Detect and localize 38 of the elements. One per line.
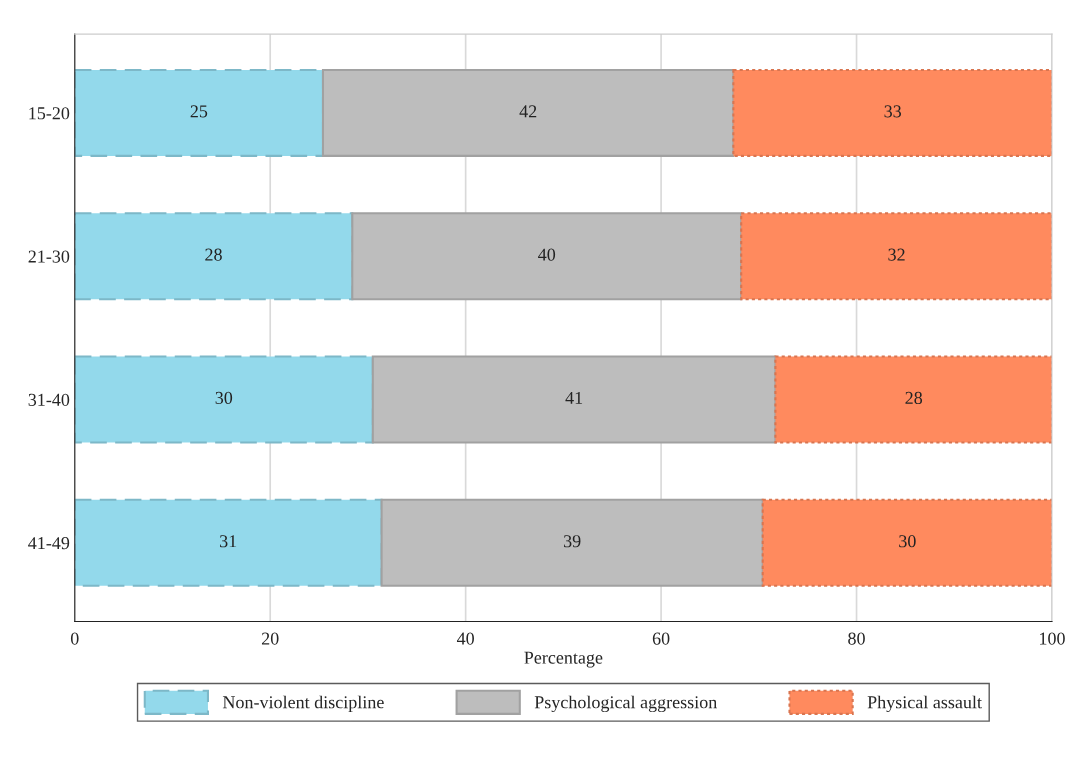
bar xyxy=(74,68,325,157)
x-tick-label: 60 xyxy=(652,632,670,645)
bar xyxy=(774,355,1052,444)
data-label: 28 xyxy=(205,248,222,261)
bar xyxy=(74,355,374,444)
x-tick-label: 100 xyxy=(1040,632,1065,645)
bar xyxy=(321,68,735,157)
data-label: 42 xyxy=(519,105,537,118)
data-label: 30 xyxy=(215,391,233,404)
legend-label: Non-violent discipline xyxy=(222,695,384,713)
x-tick-label: 80 xyxy=(848,632,865,645)
bar xyxy=(740,212,1052,301)
data-label: 30 xyxy=(899,535,916,548)
y-tick-label: 21-30 xyxy=(28,250,70,263)
data-label: 41 xyxy=(565,391,583,404)
data-label: 28 xyxy=(905,391,923,404)
x-tick-label: 0 xyxy=(70,632,79,645)
x-tick-label: 20 xyxy=(261,632,279,645)
y-tick-label: 41-49 xyxy=(28,537,70,550)
x-tick-label: 40 xyxy=(456,632,474,645)
data-label: 39 xyxy=(564,535,581,548)
bar xyxy=(761,498,1052,587)
bar xyxy=(732,68,1052,157)
legend-label: Physical assault xyxy=(867,695,982,713)
data-label: 32 xyxy=(888,248,905,261)
data-label: 33 xyxy=(884,105,902,118)
bar xyxy=(74,498,383,587)
bar xyxy=(380,498,764,587)
data-label: 25 xyxy=(190,105,208,118)
bar xyxy=(74,212,354,301)
bar xyxy=(371,355,777,444)
x-axis-title: Percentage xyxy=(524,651,603,668)
bar xyxy=(351,212,743,301)
y-tick-label: 31-40 xyxy=(28,393,70,406)
y-tick-label: 15-20 xyxy=(29,107,70,120)
data-label: 40 xyxy=(538,248,556,261)
data-label: 31 xyxy=(220,535,237,548)
legend-label: Psychological aggression xyxy=(534,695,717,713)
